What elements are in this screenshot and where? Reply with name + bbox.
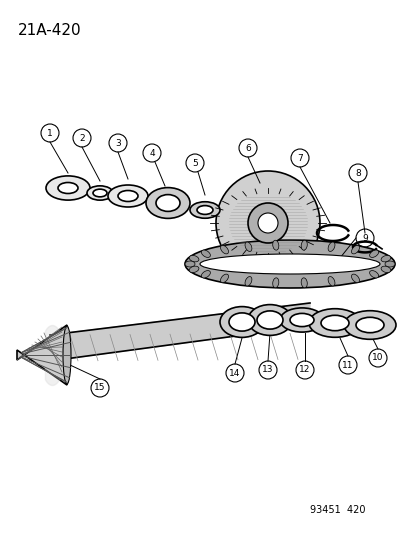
Ellipse shape [380,255,390,262]
Ellipse shape [308,309,360,337]
Ellipse shape [185,240,394,288]
Ellipse shape [219,306,263,337]
Ellipse shape [220,274,228,282]
Ellipse shape [351,274,358,282]
Ellipse shape [58,182,78,193]
Ellipse shape [228,313,254,331]
Circle shape [216,171,319,275]
Ellipse shape [185,261,195,267]
Text: 11: 11 [342,360,353,369]
Ellipse shape [272,278,278,288]
Ellipse shape [63,326,71,384]
Ellipse shape [369,250,378,257]
Text: 2: 2 [79,133,85,142]
Ellipse shape [380,266,390,272]
Polygon shape [50,303,309,361]
Ellipse shape [146,188,190,219]
Ellipse shape [369,271,378,278]
Text: 1: 1 [47,128,53,138]
Ellipse shape [189,255,198,262]
Text: 7: 7 [297,154,302,163]
Ellipse shape [244,242,251,252]
Ellipse shape [328,242,334,252]
Ellipse shape [300,240,306,250]
Text: 15: 15 [94,384,105,392]
Ellipse shape [108,185,147,207]
Ellipse shape [93,189,107,197]
Ellipse shape [190,202,219,218]
Text: 93451  420: 93451 420 [309,505,365,515]
Ellipse shape [272,240,278,250]
Ellipse shape [247,304,291,335]
Ellipse shape [244,277,251,286]
Ellipse shape [87,186,113,200]
Ellipse shape [156,195,180,212]
Text: 14: 14 [229,368,240,377]
Text: 4: 4 [149,149,154,157]
Circle shape [247,203,287,243]
Text: 12: 12 [299,366,310,375]
Ellipse shape [189,266,198,272]
Text: 3: 3 [115,139,121,148]
Ellipse shape [343,311,395,340]
Text: 8: 8 [354,168,360,177]
Ellipse shape [256,311,282,329]
Ellipse shape [289,313,313,327]
Text: 6: 6 [244,143,250,152]
Ellipse shape [201,250,210,257]
Text: 5: 5 [192,158,197,167]
Circle shape [257,213,277,233]
Text: 21A-420: 21A-420 [18,23,81,38]
Ellipse shape [355,317,383,333]
Polygon shape [17,325,67,385]
Text: 9: 9 [361,233,367,243]
Ellipse shape [328,277,334,286]
Ellipse shape [118,190,138,201]
Ellipse shape [220,245,228,254]
Ellipse shape [46,176,90,200]
Ellipse shape [300,278,306,288]
Text: 13: 13 [261,366,273,375]
Ellipse shape [199,254,379,274]
Text: 10: 10 [371,353,383,362]
Ellipse shape [279,308,323,332]
Ellipse shape [384,261,394,267]
Ellipse shape [201,271,210,278]
Ellipse shape [197,206,212,214]
Ellipse shape [320,316,348,330]
Ellipse shape [351,245,358,254]
